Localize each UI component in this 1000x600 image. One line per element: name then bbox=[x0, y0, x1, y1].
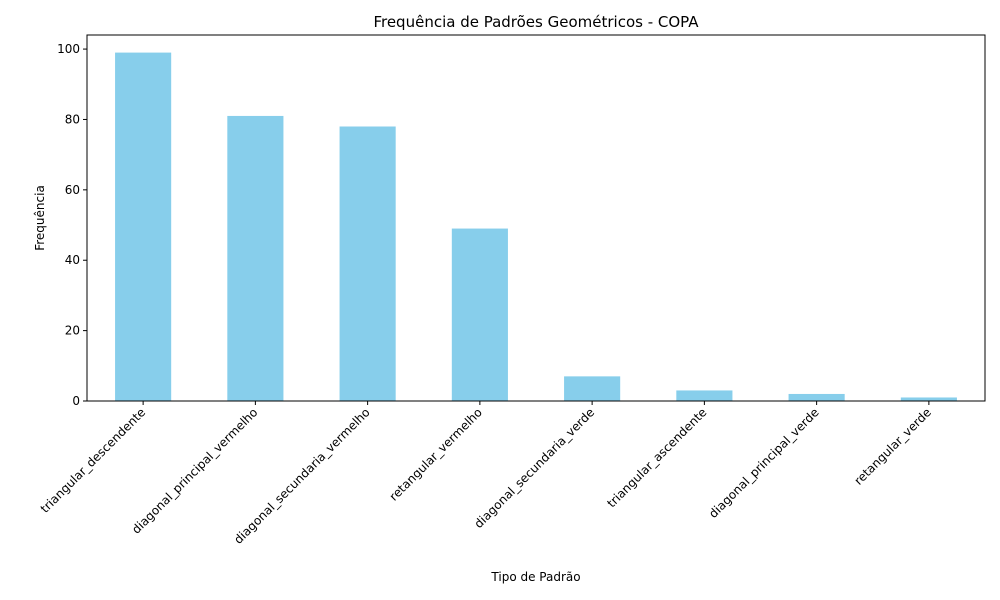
y-tick-label: 100 bbox=[57, 42, 80, 56]
x-tick-label: triangular_descendente bbox=[38, 405, 149, 516]
y-tick-label: 20 bbox=[65, 324, 80, 338]
y-tick-label: 80 bbox=[65, 112, 80, 126]
x-tick-label: diagonal_principal_vermelho bbox=[129, 405, 260, 536]
y-tick-label: 60 bbox=[65, 183, 80, 197]
y-tick-label: 0 bbox=[72, 394, 80, 408]
x-tick-label: retangular_vermelho bbox=[387, 405, 485, 503]
bar bbox=[115, 52, 172, 401]
plot-frame bbox=[86, 34, 986, 402]
x-tick-label: diagonal_secundaria_verde bbox=[472, 405, 598, 531]
bar bbox=[788, 393, 845, 401]
x-axis-label: Tipo de Padrão bbox=[490, 570, 580, 584]
chart-title: Frequência de Padrões Geométricos - COPA bbox=[373, 13, 699, 31]
bar bbox=[451, 228, 508, 401]
bar bbox=[564, 376, 621, 401]
x-tick-label: triangular_ascendente bbox=[604, 405, 709, 510]
bar bbox=[676, 390, 733, 401]
y-tick-label: 40 bbox=[65, 253, 80, 267]
x-tick-label: diagonal_principal_verde bbox=[706, 405, 822, 521]
bar bbox=[900, 397, 957, 401]
x-tick-label: diagonal_secundaria_vermelho bbox=[231, 405, 373, 547]
y-axis-label: Frequência bbox=[33, 185, 47, 251]
bar bbox=[227, 115, 284, 401]
plot-area: 020406080100triangular_descendentediagon… bbox=[38, 42, 957, 547]
x-tick-label: retangular_verde bbox=[851, 405, 934, 488]
bar bbox=[339, 126, 396, 401]
